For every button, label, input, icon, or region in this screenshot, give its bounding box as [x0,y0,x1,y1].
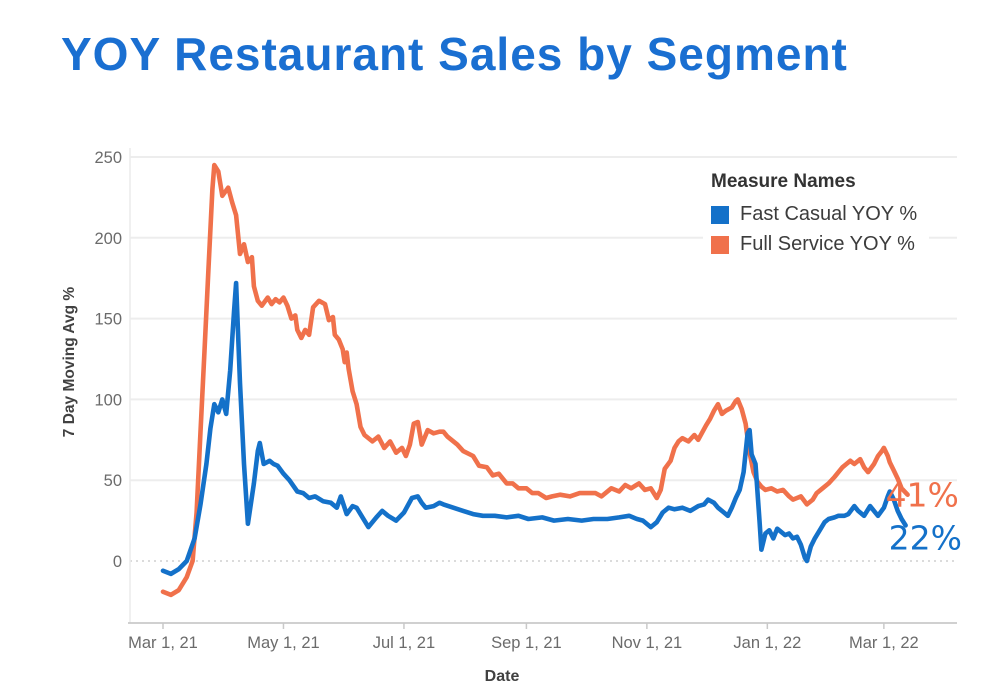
legend-items: Fast Casual YOY % Full Service YOY % [711,203,917,256]
x-tick-label-jan-1-22: Jan 1, 22 [733,634,801,652]
y-tick-label-100: 100 [94,391,122,409]
legend-item-fast-casual-yoy[interactable]: Fast Casual YOY % [711,203,917,226]
end-label-full-service-yoy: 41% [886,476,959,515]
legend-swatch-full-service-yoy [711,235,729,254]
x-tick-label-sep-1-21: Sep 1, 21 [491,634,562,652]
legend-title: Measure Names [711,171,856,192]
legend-label: Full Service YOY % [740,233,915,255]
y-tick-label-50: 50 [104,472,122,490]
legend: Measure Names Fast Casual YOY % Full Serv… [703,165,930,271]
x-tick-label-nov-1-21: Nov 1, 21 [612,634,683,652]
x-tick-label-may-1-21: May 1, 21 [247,634,319,652]
series-line-full-service-yoy[interactable] [160,162,910,598]
legend-label: Fast Casual YOY % [740,203,918,225]
legend-item-full-service-yoy[interactable]: Full Service YOY % [711,233,917,256]
y-tick-label-250: 250 [94,149,122,167]
x-axis-title: Date [484,668,520,685]
page-title: YOY Restaurant Sales by Segment [61,28,848,80]
x-tick-label-mar-1-22: Mar 1, 22 [849,634,919,652]
x-tick-label-jul-1-21: Jul 1, 21 [373,634,435,652]
y-tick-label-150: 150 [94,311,122,329]
end-label-fast-casual-yoy: 22% [889,518,962,557]
y-tick-label-0: 0 [113,553,122,571]
y-tick-label-200: 200 [94,230,122,248]
legend-swatch-fast-casual-yoy [711,205,729,224]
x-tick-label-mar-1-21: Mar 1, 21 [128,634,198,652]
y-axis-title: 7 Day Moving Avg % [61,286,78,438]
series-line-fast-casual-yoy[interactable] [160,280,908,577]
